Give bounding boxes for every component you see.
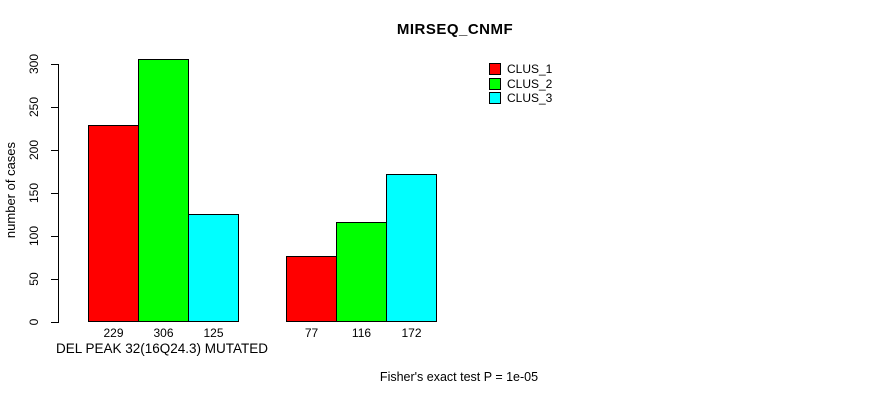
legend-swatch-icon	[489, 77, 501, 90]
y-axis-label: number of cases	[3, 141, 18, 239]
y-axis-tick-label: 300	[27, 53, 41, 75]
y-axis-tick-label: 100	[27, 225, 41, 247]
y-axis-tick-label: 250	[27, 96, 41, 118]
y-axis-tick	[51, 279, 58, 280]
y-axis-tick	[51, 150, 58, 151]
y-axis-tick-label: 0	[27, 318, 41, 326]
y-axis-tick	[51, 107, 58, 108]
y-axis-tick-label: 150	[27, 182, 41, 204]
y-axis-tick	[51, 236, 58, 237]
legend-swatch-icon	[489, 63, 501, 75]
legend-label: CLUS_3	[507, 91, 553, 105]
bar-value-label: 172	[401, 326, 422, 340]
bar-value-label: 229	[103, 326, 124, 340]
legend-row-clus_3: CLUS_3	[489, 92, 552, 104]
y-axis-tick-label: 200	[27, 139, 41, 161]
bar-clus_2-group1	[138, 59, 189, 322]
bar-clus_1-group1	[88, 125, 139, 322]
bar-value-label: 116	[351, 326, 372, 340]
y-axis-tick	[51, 193, 58, 194]
y-axis-tick	[51, 322, 58, 323]
chart-title: MIRSEQ_CNMF	[396, 21, 514, 38]
y-axis-line	[58, 64, 59, 323]
x-axis-label: DEL PEAK 32(16Q24.3) MUTATED	[55, 341, 269, 356]
legend: CLUS_1 CLUS_2 CLUS_3	[489, 63, 552, 107]
legend-row-clus_2: CLUS_2	[489, 76, 553, 91]
bar-clus_3-group1	[188, 214, 239, 322]
bar-clus_3-group2	[386, 174, 437, 322]
bar-value-label: 77	[304, 326, 319, 340]
legend-label: CLUS_2	[507, 76, 553, 91]
bar-clus_1-group2	[286, 256, 337, 322]
legend-swatch-icon	[489, 92, 501, 104]
annotation-text: Fisher's exact test P = 1e-05	[379, 370, 539, 384]
y-axis-tick	[51, 64, 58, 65]
legend-label: CLUS_1	[507, 62, 553, 76]
bar-value-label: 125	[203, 326, 224, 340]
legend-row-clus_1: CLUS_1	[489, 63, 552, 75]
bar-clus_2-group2	[336, 222, 387, 322]
y-axis-tick-label: 50	[27, 272, 41, 286]
bar-value-label: 306	[153, 326, 174, 340]
